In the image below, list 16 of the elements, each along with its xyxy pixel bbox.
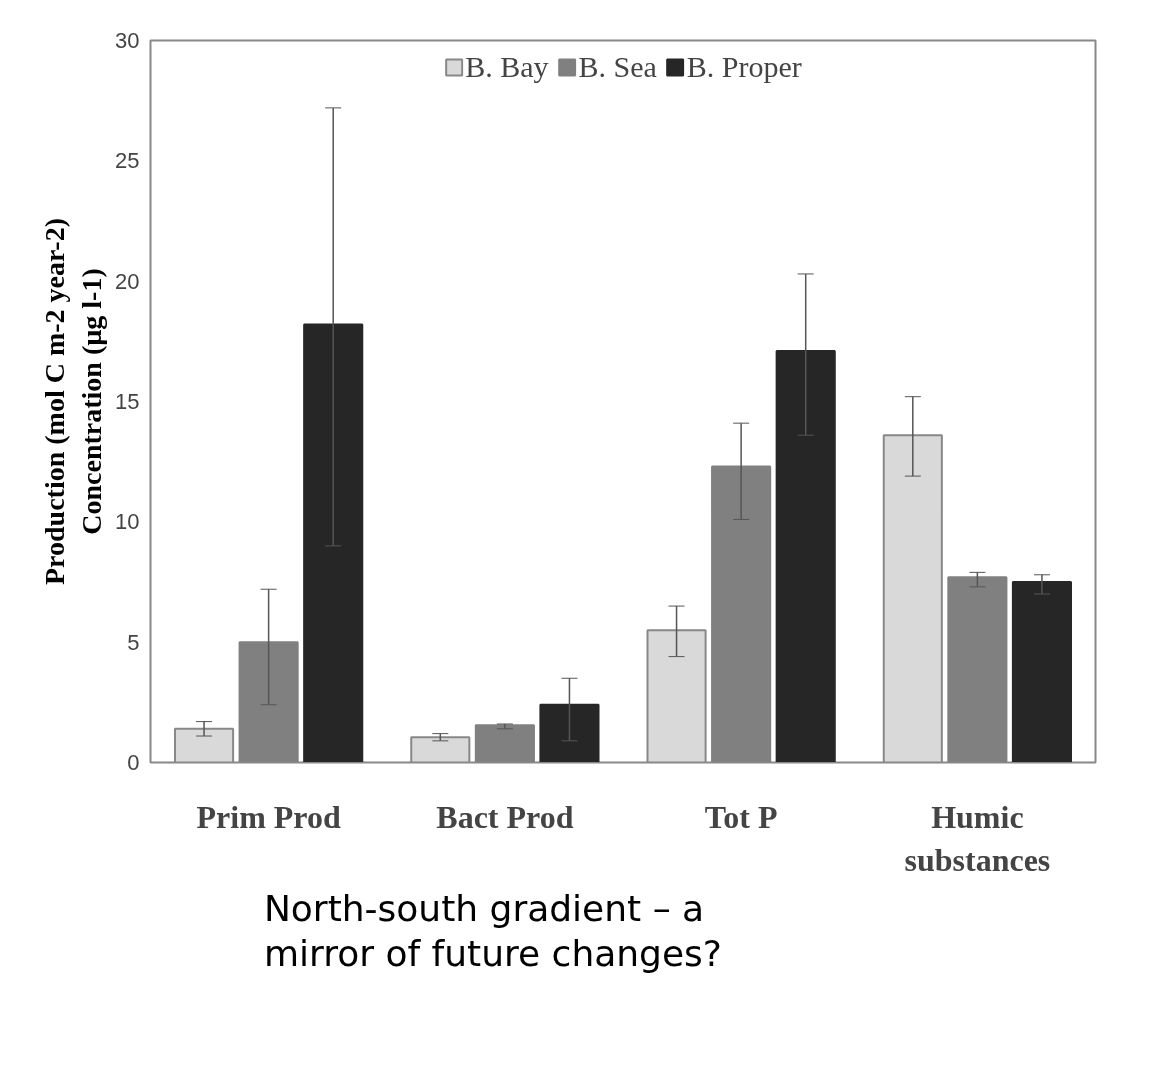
x-tick-label: Humic substances [904,798,1051,878]
y-tick-label: 5 [127,629,140,655]
y-tick-label: 10 [115,509,140,535]
y-axis-title: Production (mol C m-2 year-2) Concentration (µg l-1) [38,217,108,586]
x-tick-label: Tot P [704,798,778,835]
text: North-south gradient – a mirror of future changes? [263,887,722,974]
x-tick-label: Prim Prod [196,798,341,835]
y-tick-label: 0 [127,750,140,775]
legend-label: B. Sea [578,50,657,84]
y-tick-label: 30 [115,28,140,53]
legend-label: B. Bay [465,50,549,84]
y-tick-label: 20 [115,268,140,294]
legend-label: B. Proper [686,50,802,84]
x-tick-label: Bact Prod [436,798,574,835]
y-tick-label: 25 [115,148,140,174]
y-tick-label: 15 [115,389,140,414]
